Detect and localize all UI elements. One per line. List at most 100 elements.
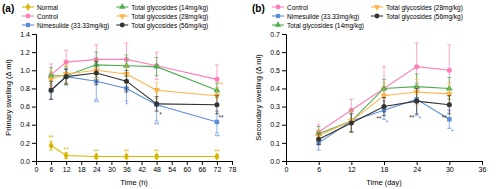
tick-label: 0.3 [270,103,280,110]
tick-label: 24 [93,166,101,173]
tick-mark [417,161,418,165]
tick: 54 [168,161,176,173]
tick-mark [51,161,52,165]
legend-label: Total glycosides (14mg/kg) [131,4,208,12]
tick-label: 42 [138,166,146,173]
tick-mark [319,161,320,165]
tick-label: 12 [348,166,356,173]
marker [64,74,69,79]
error-bar [124,70,128,92]
tick-mark [449,161,450,165]
tick-label: 0.0 [20,158,30,165]
legend-label: Control [287,4,309,11]
error-bar [349,110,353,132]
marker [124,79,129,84]
legend-entry: Control [22,13,59,20]
marker [414,99,419,104]
tick-mark [172,161,173,165]
tick-label: 0.6 [270,49,280,56]
marker [64,74,68,78]
tick-label: 0 [285,166,289,173]
tick: 72 [214,161,222,173]
tick-label: 24 [413,166,421,173]
annotation: ** [49,134,55,141]
error-bar [64,67,68,85]
marker [154,63,159,68]
marker [154,101,159,106]
legend-entry: Normal [22,3,59,11]
tick-mark [282,125,286,126]
tick: 0.4 [20,121,36,128]
annotations: ********* [376,114,454,136]
marker [153,63,160,69]
tick-mark [202,161,203,165]
tick-mark [282,107,286,108]
series [48,61,221,104]
tick: 0.5 [270,67,286,74]
tick-label: 0.6 [20,103,30,110]
plot-area [315,43,452,150]
legend-entry: Total glycosides (56mg/kg) [116,22,208,30]
annotation: ** [218,114,224,121]
tick: 24 [93,161,101,173]
error-bar [64,68,68,84]
tick-mark [81,161,82,165]
legend-marker [26,14,31,19]
tick: 0.6 [20,103,36,110]
tick: 60 [183,161,191,173]
error-bar [94,61,98,85]
tick-mark [187,161,188,165]
legend: NormalControlNimesulide (33.33mg/kg)Tota… [22,3,208,29]
error-bar [382,98,386,116]
marker [349,120,354,125]
series [316,83,451,150]
legend-label: Total glycosides (56mg/kg) [386,13,463,21]
series [316,43,452,139]
tick-mark [384,161,385,165]
tick-mark [282,143,286,144]
annotation: ** [94,99,100,106]
tick-label: 78 [229,166,237,173]
legend-marker [375,14,380,19]
tick: 0.0 [270,158,286,165]
y-axis: 0.00.10.20.30.40.50.60.7 [270,31,286,165]
tick: 0.3 [270,103,286,110]
marker [94,70,99,75]
tick-mark [282,52,286,53]
series-line [51,70,217,95]
annotation: * [386,119,389,126]
legend-entry: Total glycosides (14mg/kg) [116,3,208,11]
panel: 061218243036424854606672780.00.20.40.60.… [2,3,236,187]
tick-label: 12 [63,166,71,173]
tick: 6 [317,161,321,173]
axis-domain [37,162,233,166]
annotation: ** [376,115,382,122]
tick-mark [126,161,127,165]
legend-marker [276,5,281,10]
series-line [319,67,450,132]
legend-entry: Total glycosides (14mg/kg) [272,21,364,29]
tick-mark [32,34,36,35]
series [49,141,220,161]
annotation: * [418,115,421,122]
tick: 0.1 [270,140,286,147]
tick: 30 [108,161,116,173]
legend: ControlNimesulide (33.33mg/kg)Total glyc… [272,4,463,30]
legend-entry: Nimesulide (33.33mg/kg) [272,13,359,21]
tick-label: 48 [153,166,161,173]
legend-entry: Total glycosides (28mg/kg) [116,13,208,21]
legend-entry: Total glycosides (56mg/kg) [371,13,463,21]
tick-label: 0.2 [270,121,280,128]
legend-marker [276,14,280,18]
series-line [319,101,450,139]
tick-mark [282,88,286,89]
marker [447,102,452,107]
tick-mark [32,52,36,53]
tick-label: 30 [108,166,116,173]
tick-mark [282,161,286,162]
marker [49,88,53,92]
legend-label: Total glycosides (56mg/kg) [131,22,208,30]
tick-label: 36 [479,166,487,173]
series [49,61,220,114]
y-axis-title: Secondary swelling (Δ ml) [254,54,263,141]
